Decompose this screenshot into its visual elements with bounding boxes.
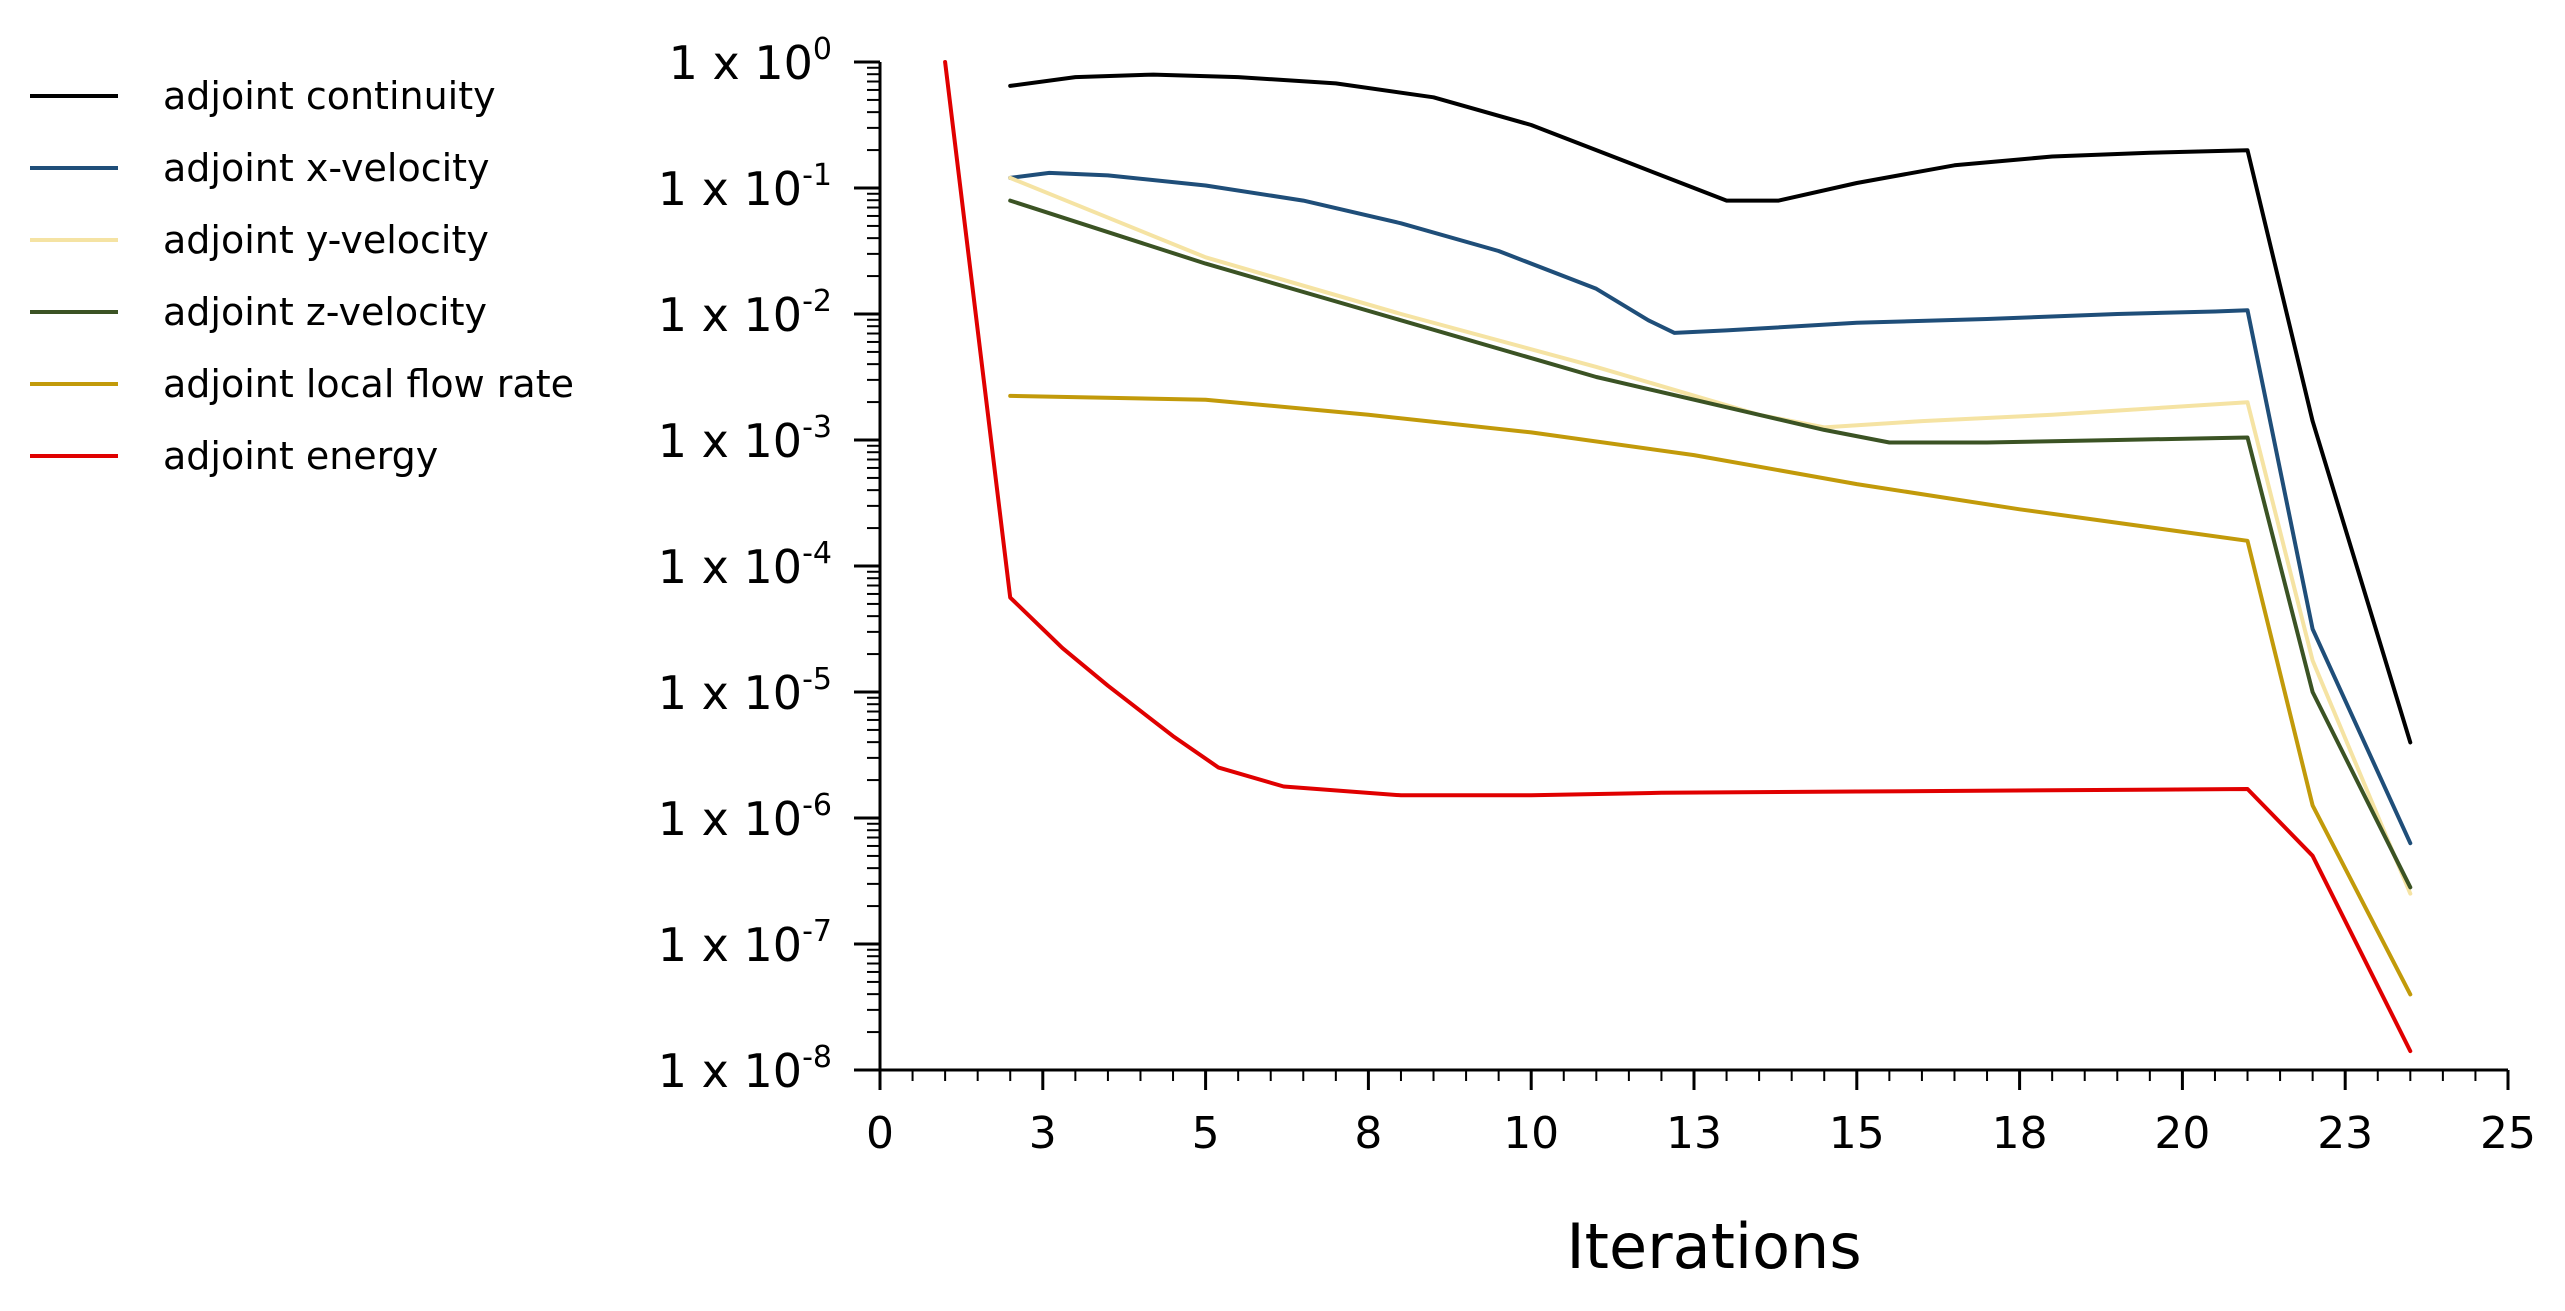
y-tick-exponent: 0: [813, 32, 832, 67]
y-tick-exponent: -1: [802, 158, 832, 193]
series-line-adjoint-y-velocity: [1008, 175, 2413, 896]
y-tick-label: 1 x 10-8: [658, 1040, 832, 1098]
y-tick-base: 1 x 10: [658, 1044, 802, 1098]
series-line-adjoint-energy: [943, 60, 2413, 1054]
series-layer: [943, 60, 2413, 1054]
x-axis-title: Iterations: [1566, 1210, 1861, 1283]
y-tick-exponent: -2: [802, 284, 832, 319]
y-tick-base: 1 x 10: [658, 288, 802, 342]
x-tick-label: 5: [1192, 1108, 1220, 1159]
y-tick-label: 1 x 100: [669, 32, 832, 90]
y-tick-label: 1 x 10-7: [658, 914, 832, 972]
series-line-adjoint-x-velocity: [1008, 170, 2413, 846]
series-line-adjoint-z-velocity: [1008, 198, 2413, 890]
x-tick-label: 20: [2154, 1108, 2210, 1159]
x-tick-label: 8: [1354, 1108, 1382, 1159]
y-tick-label: 1 x 10-1: [658, 158, 832, 216]
series-line-adjoint-local-flow-rate: [1008, 393, 2413, 997]
y-tick-base: 1 x 10: [658, 540, 802, 594]
y-tick-exponent: -4: [802, 536, 832, 571]
y-tick-base: 1 x 10: [669, 36, 813, 90]
x-tick-label: 0: [866, 1108, 894, 1159]
y-tick-base: 1 x 10: [658, 918, 802, 972]
legend-label: adjoint energy: [163, 434, 438, 478]
y-tick-label: 1 x 10-3: [658, 410, 832, 468]
x-tick-label: 3: [1029, 1108, 1057, 1159]
x-tick-label: 13: [1666, 1108, 1722, 1159]
legend-label: adjoint x-velocity: [163, 146, 490, 190]
legend-label: adjoint local flow rate: [163, 362, 574, 406]
y-tick-label: 1 x 10-6: [658, 788, 832, 846]
x-tick-label: 25: [2480, 1108, 2536, 1159]
y-tick-base: 1 x 10: [658, 666, 802, 720]
y-tick-exponent: -7: [802, 914, 832, 949]
x-ticks: 0 3 5 8 10 13 15 18 20 23 25: [866, 1070, 2536, 1159]
y-tick-base: 1 x 10: [658, 162, 802, 216]
y-tick-label: 1 x 10-5: [658, 662, 832, 720]
legend-label: adjoint continuity: [163, 74, 496, 118]
y-tick-exponent: -5: [802, 662, 832, 697]
y-tick-base: 1 x 10: [658, 414, 802, 468]
y-tick-label: 1 x 10-4: [658, 536, 832, 594]
legend: adjoint continuity adjoint x-velocity adjo…: [30, 74, 574, 478]
y-tick-exponent: -6: [802, 788, 832, 823]
series-line-adjoint-continuity: [1008, 72, 2413, 745]
x-tick-label: 10: [1503, 1108, 1559, 1159]
x-tick-label: 15: [1829, 1108, 1885, 1159]
y-tick-label: 1 x 10-2: [658, 284, 832, 342]
x-tick-label: 18: [1992, 1108, 2048, 1159]
x-tick-label: 23: [2317, 1108, 2373, 1159]
legend-label: adjoint z-velocity: [163, 290, 487, 334]
y-tick-exponent: -8: [802, 1040, 832, 1075]
legend-label: adjoint y-velocity: [163, 218, 489, 262]
y-tick-exponent: -3: [802, 410, 832, 445]
y-tick-base: 1 x 10: [658, 792, 802, 846]
